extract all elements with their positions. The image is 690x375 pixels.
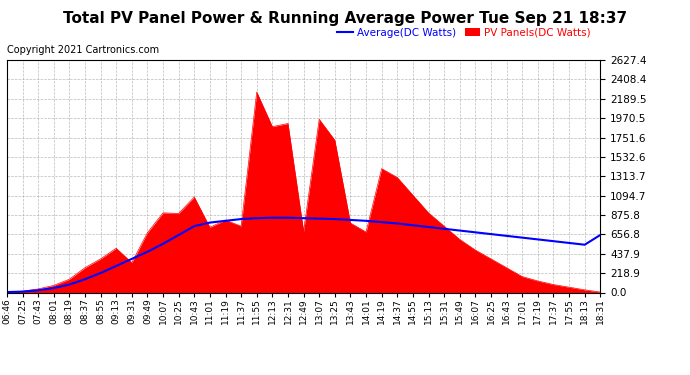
Text: Total PV Panel Power & Running Average Power Tue Sep 21 18:37: Total PV Panel Power & Running Average P… bbox=[63, 11, 627, 26]
Text: Copyright 2021 Cartronics.com: Copyright 2021 Cartronics.com bbox=[7, 45, 159, 55]
Legend: Average(DC Watts), PV Panels(DC Watts): Average(DC Watts), PV Panels(DC Watts) bbox=[333, 23, 595, 42]
